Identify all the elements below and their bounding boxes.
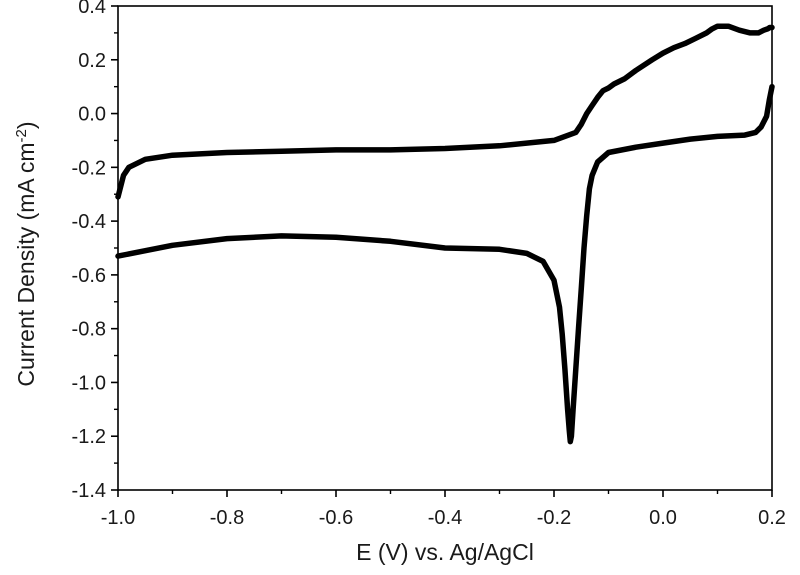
y-axis-title-superscript: -2 <box>13 129 30 142</box>
x-tick-label: 0.0 <box>649 507 677 529</box>
axes: -1.0 -0.8 -0.6 -0.4 -0.2 0.0 0.2 -1.4 -1.2 -1.0 -0… <box>72 0 786 529</box>
x-axis-title: E (V) vs. Ag/AgCl <box>356 539 534 565</box>
x-tick-label: 0.2 <box>758 507 786 529</box>
anodic-sweep-curve <box>115 23 775 200</box>
cathodic-sweep-curve <box>115 83 775 445</box>
y-tick-label: 0.0 <box>78 104 106 126</box>
x-tick-label: -0.6 <box>319 507 353 529</box>
y-tick-label: 0.2 <box>78 50 106 72</box>
y-tick-label: -0.8 <box>72 319 106 341</box>
x-tick-label: -0.8 <box>210 507 244 529</box>
x-tick-label: -0.4 <box>428 507 462 529</box>
x-tick-label: -0.2 <box>537 507 571 529</box>
y-axis-title-main: Current Density (mA cm <box>13 142 39 386</box>
y-tick-label: 0.4 <box>78 0 106 18</box>
y-axis-title: Current Density (mA cm-2) <box>13 121 40 386</box>
cv-curves <box>115 23 775 445</box>
y-tick-label: -1.2 <box>72 426 106 448</box>
y-tick-label: -1.4 <box>72 480 106 502</box>
y-tick-label: -0.6 <box>72 265 106 287</box>
y-tick-label: -0.4 <box>72 211 106 233</box>
y-axis-title-close: ) <box>13 121 39 129</box>
y-tick-label: -1.0 <box>72 372 106 394</box>
x-tick-label: -1.0 <box>101 507 135 529</box>
y-tick-label: -0.2 <box>72 157 106 179</box>
